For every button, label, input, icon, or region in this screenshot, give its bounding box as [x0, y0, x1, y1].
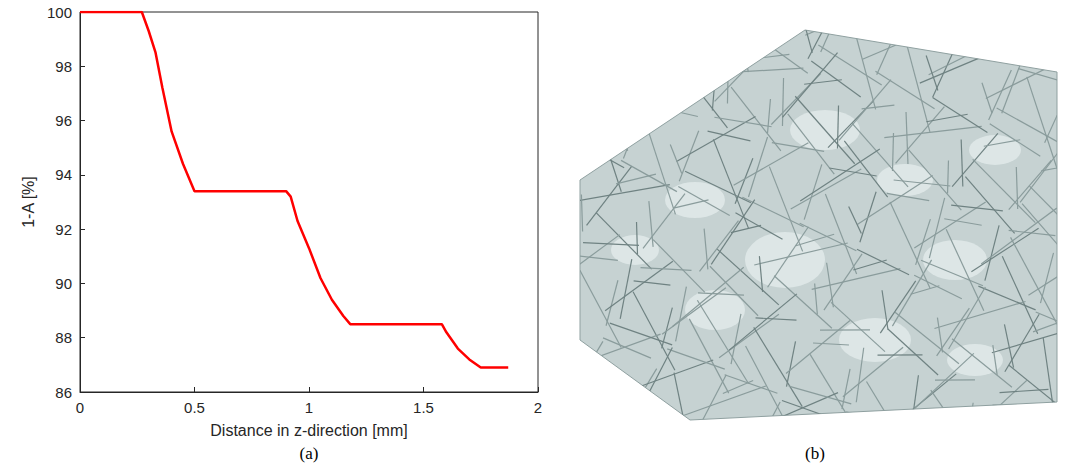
svg-text:94: 94 — [55, 166, 72, 183]
svg-text:0: 0 — [76, 399, 84, 416]
svg-text:1: 1 — [305, 399, 313, 416]
svg-text:96: 96 — [55, 112, 72, 129]
svg-text:92: 92 — [55, 221, 72, 238]
svg-text:0.5: 0.5 — [184, 399, 205, 416]
html-text:(a): (a) — [299, 444, 319, 463]
svg-text:90: 90 — [55, 275, 72, 292]
svg-text:2: 2 — [534, 399, 542, 416]
html-text:(b): (b) — [805, 444, 825, 463]
svg-text:88: 88 — [55, 329, 72, 346]
svg-text:1-A [%]: 1-A [%] — [20, 176, 37, 228]
svg-text:1.5: 1.5 — [413, 399, 434, 416]
svg-text:98: 98 — [55, 58, 72, 75]
svg-text:86: 86 — [55, 384, 72, 401]
svg-text:Distance in z-direction [mm]: Distance in z-direction [mm] — [210, 422, 407, 439]
svg-text:100: 100 — [47, 4, 72, 21]
